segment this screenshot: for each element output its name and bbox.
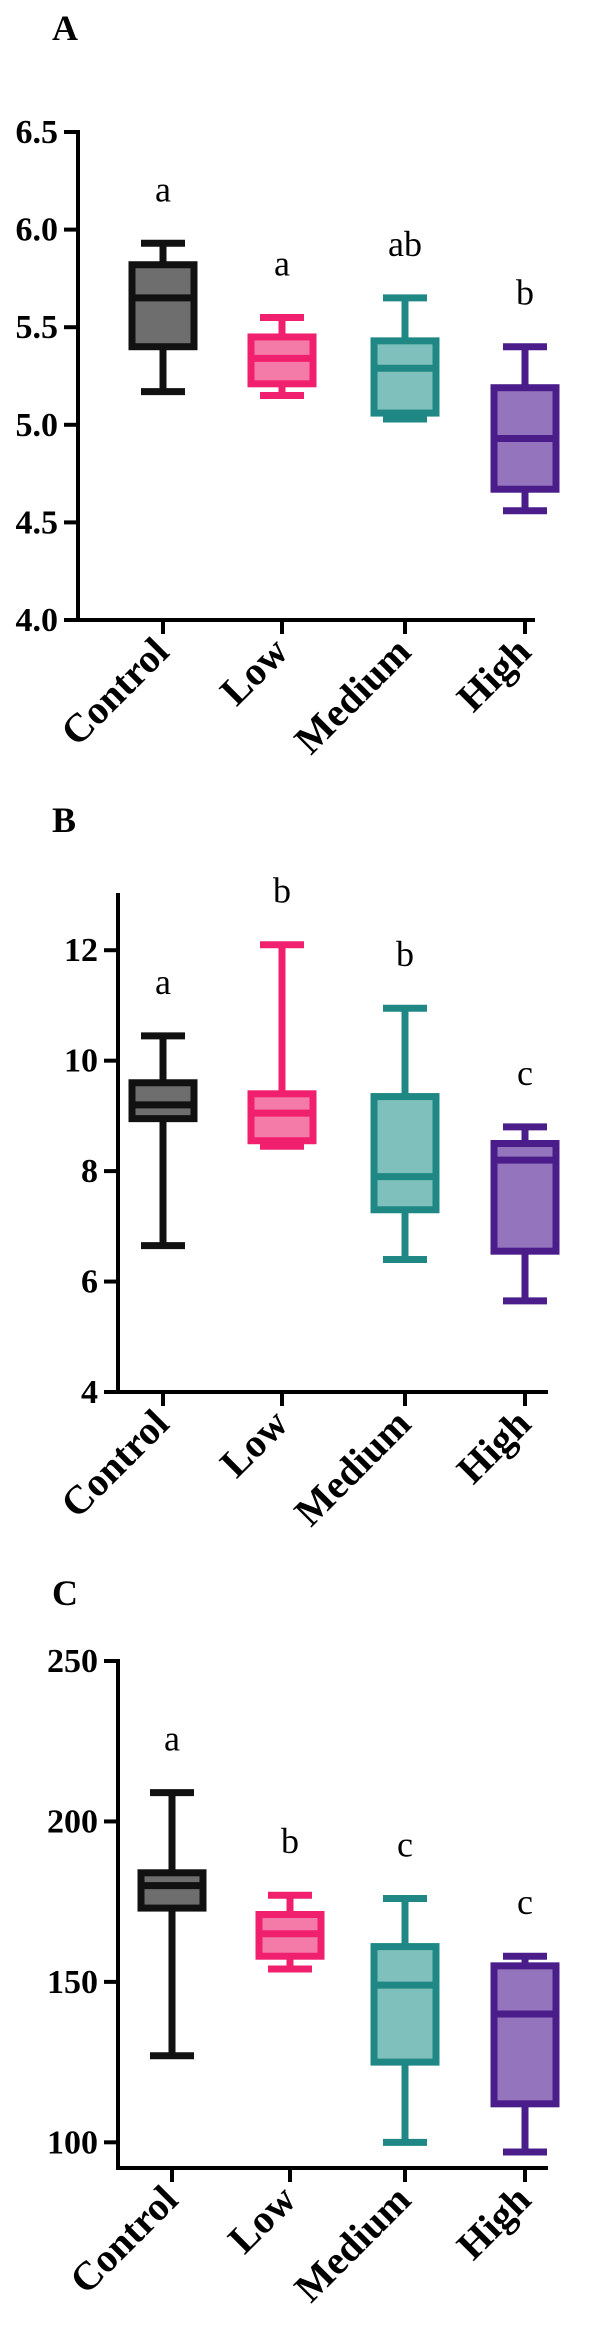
category-label: Medium (285, 2177, 419, 2311)
y-tick-label: 5.0 (16, 407, 59, 444)
y-tick-label: 6.0 (16, 212, 59, 249)
category-label: Control (52, 629, 178, 755)
y-tick-label: 4.0 (16, 602, 59, 639)
iqr-box (370, 337, 440, 417)
y-tick-label: 150 (47, 1964, 98, 2001)
chart-panel-c: C 100 150 200 250 a Control b Low c Medium c High (47, 1573, 560, 2311)
panel-label: B (52, 800, 76, 840)
box-high (490, 1952, 560, 2156)
box-high (490, 1123, 560, 1305)
iqr-box (490, 1962, 560, 2108)
significance-letter: a (155, 169, 171, 209)
box-control (128, 1032, 198, 1250)
box-low (247, 941, 317, 1150)
iqr-box (128, 1079, 198, 1123)
iqr-box (370, 1093, 440, 1214)
significance-letter: b (273, 871, 291, 911)
panel-label: C (52, 1573, 78, 1613)
y-tick-label: 12 (64, 932, 98, 969)
category-label: High (448, 1401, 540, 1493)
y-tick-label: 8 (81, 1153, 98, 1190)
y-tick-label: 100 (47, 2124, 98, 2161)
category-label: Low (219, 2176, 304, 2261)
category-label: High (448, 629, 540, 721)
box-high (490, 343, 560, 515)
box-control (137, 1789, 207, 2060)
significance-letter: a (155, 962, 171, 1002)
chart-panel-a: A 4.0 4.5 5.0 5.5 6.0 6.5 a Control a Low ab Medium b… (16, 8, 560, 763)
significance-letter: b (516, 273, 534, 313)
box-low (247, 313, 317, 400)
y-tick-label: 10 (64, 1043, 98, 1080)
significance-letter: b (396, 934, 414, 974)
y-tick-label: 4.5 (16, 504, 59, 541)
category-label: Control (52, 1401, 178, 1527)
significance-letter: ab (388, 224, 422, 264)
category-label: Low (211, 1400, 296, 1485)
chart-panel-b: B 4 6 8 10 12 a Control b Low b Medium c High (52, 800, 560, 1535)
category-label: Control (61, 2177, 187, 2303)
iqr-box (370, 1943, 440, 2066)
iqr-box (128, 261, 198, 351)
y-tick-label: 6 (81, 1264, 98, 1301)
significance-letter: c (517, 1882, 533, 1922)
category-label: Low (211, 628, 296, 713)
category-label: High (448, 2177, 540, 2269)
category-label: Medium (285, 629, 419, 763)
y-tick-label: 6.5 (16, 114, 59, 151)
significance-letter: a (164, 1719, 180, 1759)
box-control (128, 239, 198, 396)
box-medium (370, 294, 440, 423)
significance-letter: b (281, 1821, 299, 1861)
box-medium (370, 1894, 440, 2146)
significance-letter: c (397, 1824, 413, 1864)
y-tick-label: 250 (47, 1643, 98, 1680)
box-medium (370, 1004, 440, 1263)
iqr-box (247, 1090, 317, 1145)
box-low (255, 1891, 325, 1973)
significance-letter: c (517, 1053, 533, 1093)
y-tick-label: 200 (47, 1803, 98, 1840)
y-tick-label: 4 (81, 1374, 98, 1411)
category-label: Medium (285, 1401, 419, 1535)
panel-label: A (52, 8, 78, 48)
iqr-box (137, 1869, 207, 1912)
significance-letter: a (274, 243, 290, 283)
y-tick-label: 5.5 (16, 309, 59, 346)
